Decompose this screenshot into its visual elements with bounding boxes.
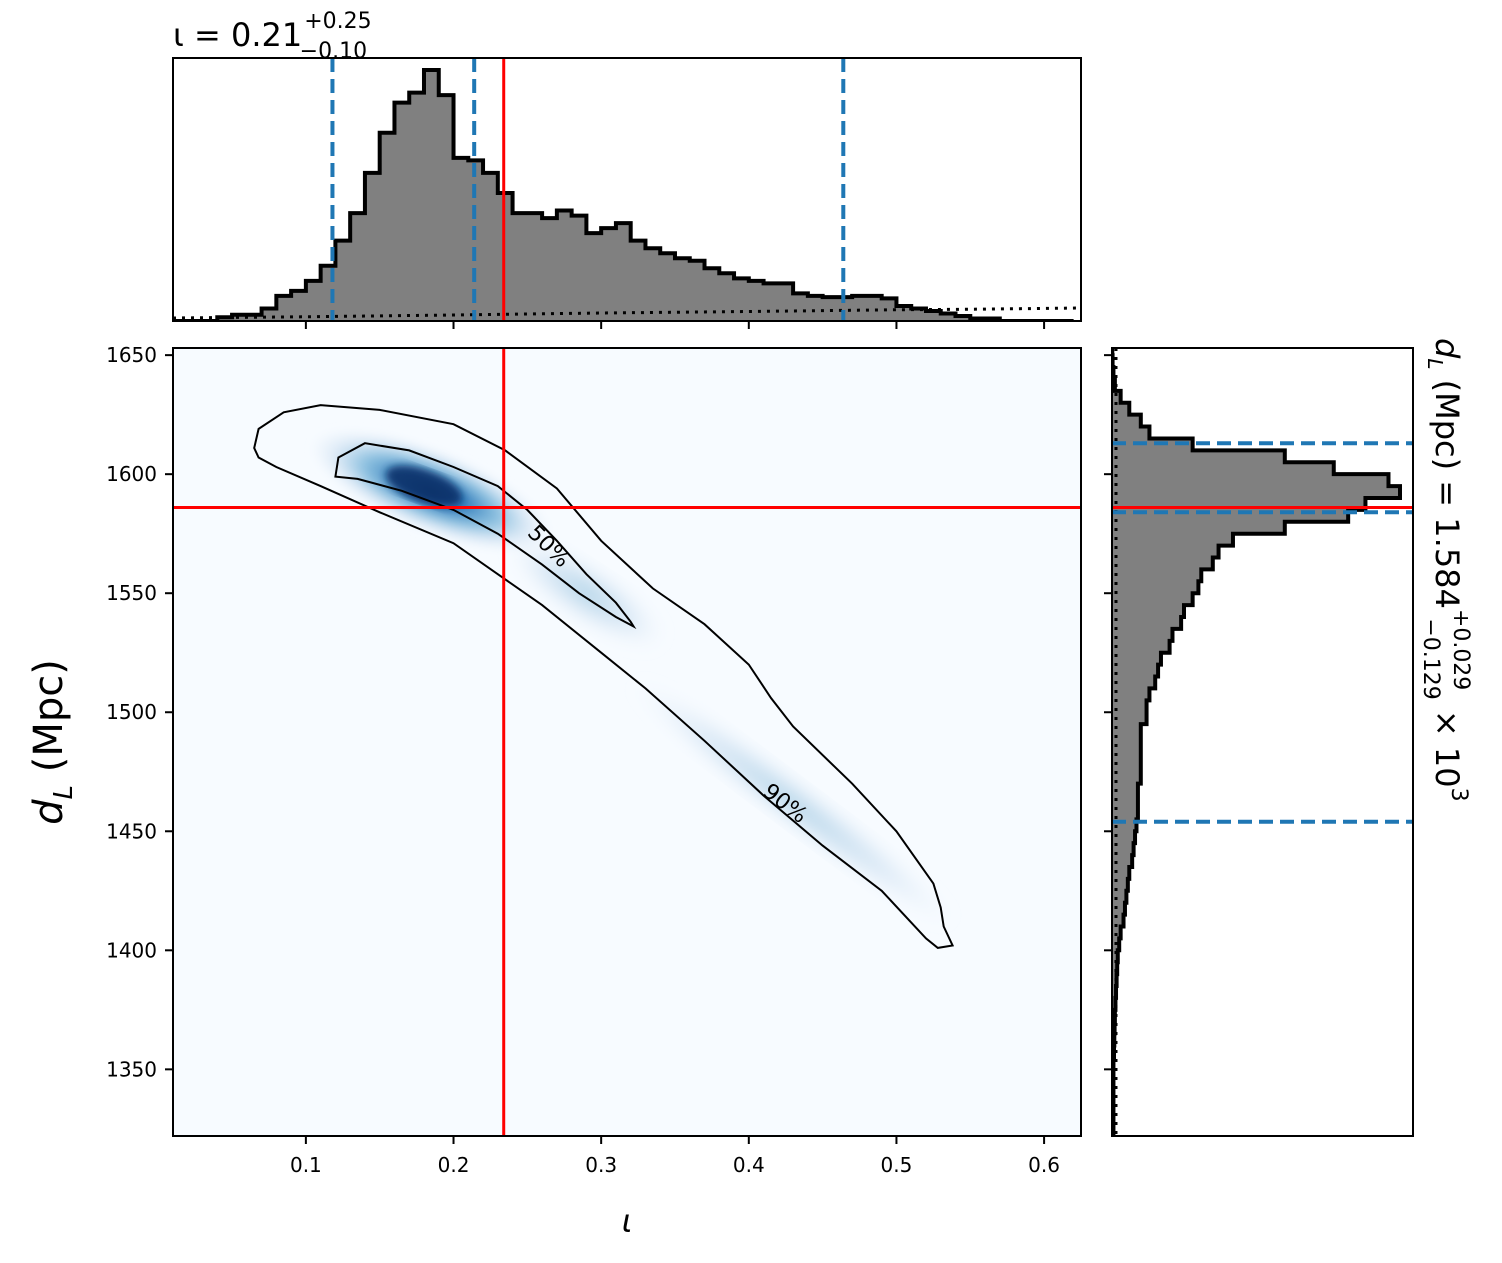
y-tick-label: 1500 xyxy=(106,700,157,724)
x-tick-label: 0.5 xyxy=(881,1153,913,1177)
contour-line xyxy=(253,404,955,949)
iota-prior-dotted xyxy=(173,306,1081,320)
y-tick-label: 1450 xyxy=(106,819,157,843)
x-tick-label: 0.1 xyxy=(290,1153,322,1177)
x-tick-label: 0.4 xyxy=(733,1153,765,1177)
x-tick-label: 0.2 xyxy=(438,1153,470,1177)
iota-marginal-ticks xyxy=(304,321,1046,329)
density-mid xyxy=(509,538,664,648)
dl-marginal-panel: dL (Mpc) = 1.584+0.029−0.129 × 103 xyxy=(1104,338,1473,1137)
density-background xyxy=(173,348,1081,1136)
density-peak xyxy=(386,465,462,507)
dl-histogram-step xyxy=(1112,348,1402,1136)
iota-marginal-panel: ι = 0.21+0.25 −0.10 xyxy=(172,9,1082,329)
iota-quantile-lines xyxy=(330,58,846,321)
y-axis-label: dL (Mpc) xyxy=(26,659,79,825)
y-tick-label: 1650 xyxy=(106,343,157,367)
dl-quantile-lines xyxy=(1112,441,1413,824)
joint-density-panel: 90%50% 0.1 0.2 0.3 0.4 0.5 0.6 1350 1400 1450 15… xyxy=(26,343,1082,1240)
dl-marginal-frame xyxy=(1111,347,1414,1137)
y-tick-label: 1400 xyxy=(106,938,157,962)
iota-histogram-step xyxy=(173,68,1074,321)
y-tick-label: 1600 xyxy=(106,462,157,486)
density-tail xyxy=(632,681,954,925)
y-tick-label: 1350 xyxy=(106,1057,157,1081)
x-tick-label: 0.6 xyxy=(1028,1153,1060,1177)
iota-title: ι = 0.21+0.25 −0.10 xyxy=(173,9,372,64)
dl-marginal-ticks xyxy=(1104,354,1112,1071)
y-tick-label: 1550 xyxy=(106,581,157,605)
dl-title: dL (Mpc) = 1.584+0.029−0.129 × 103 xyxy=(1418,338,1473,802)
iota-marginal-frame xyxy=(172,57,1082,322)
iota-histogram-fill xyxy=(173,70,1074,321)
x-tick-label: 0.3 xyxy=(585,1153,617,1177)
density-heatmap: 90%50% xyxy=(173,348,1081,1136)
contour-line xyxy=(334,442,637,630)
dl-histogram-fill xyxy=(1112,348,1400,1136)
x-axis-label: ι xyxy=(622,1202,633,1240)
x-axis-ticks: 0.1 0.2 0.3 0.4 0.5 0.6 xyxy=(290,1136,1060,1177)
joint-density-frame xyxy=(172,347,1082,1137)
y-axis-ticks: 1350 1400 1450 1500 1550 1600 1650 xyxy=(106,343,173,1081)
